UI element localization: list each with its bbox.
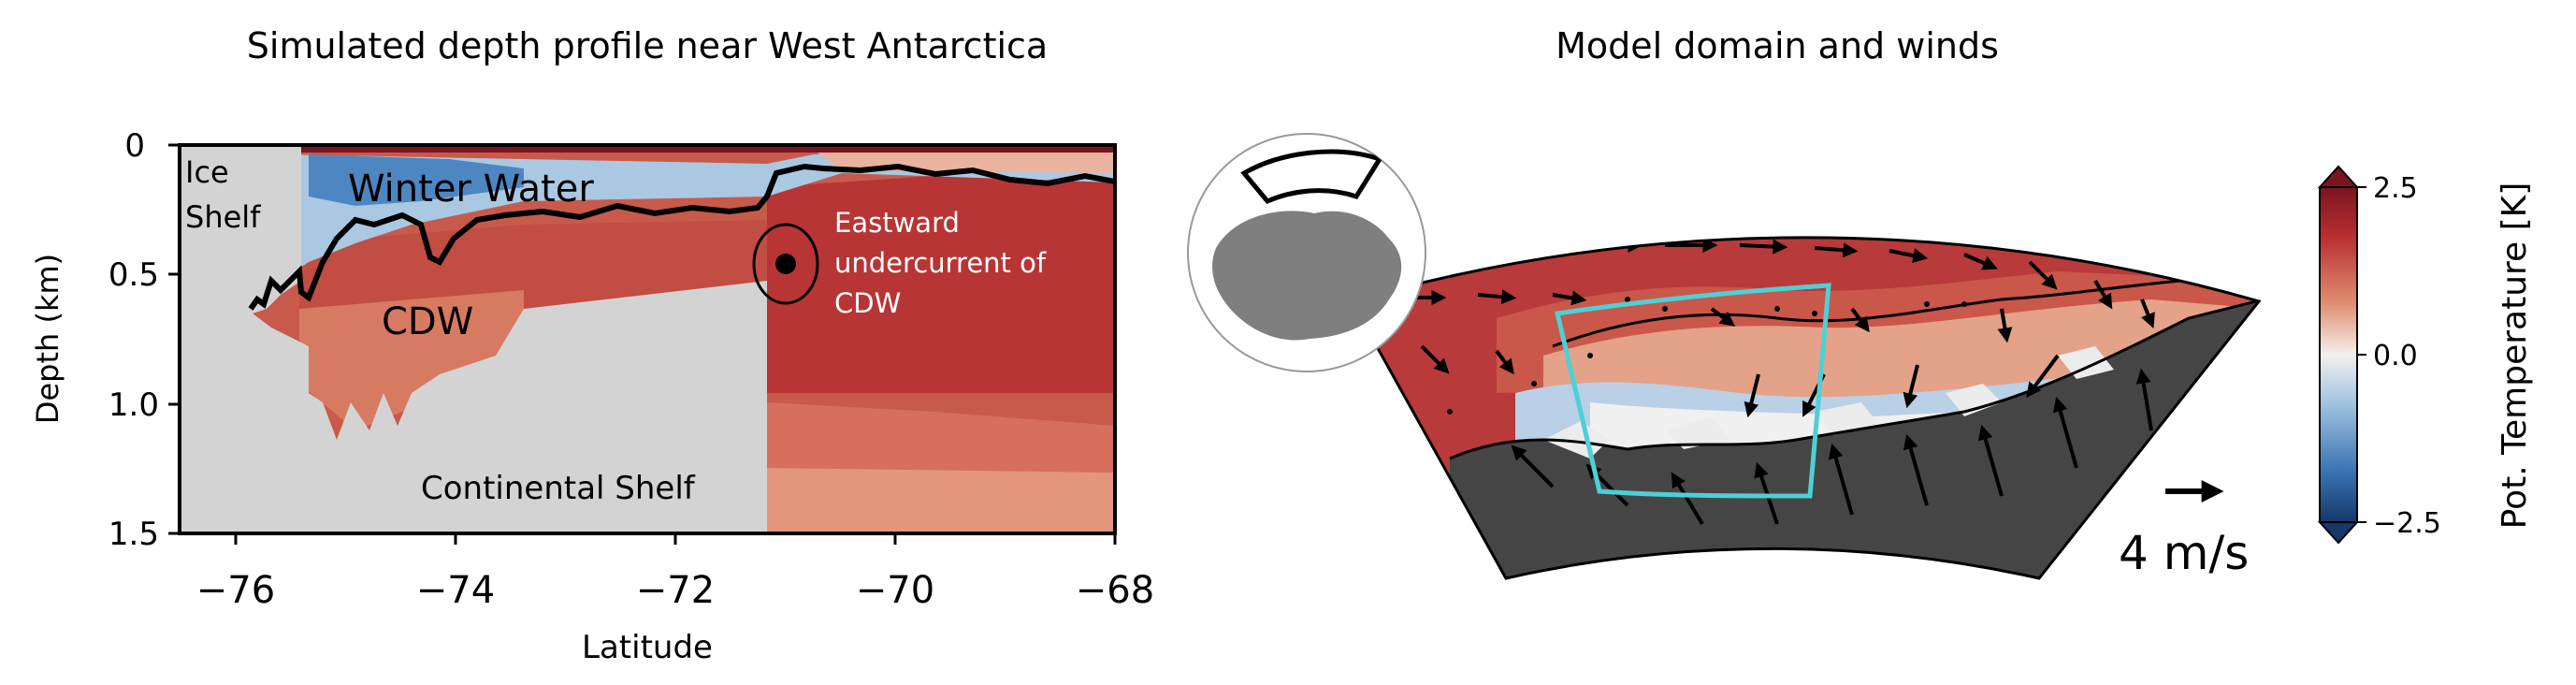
- colorbar-tick-mid: 0.0: [2373, 340, 2418, 372]
- model-domain-map: [1352, 237, 2259, 578]
- isopycnal-line: [248, 163, 1115, 311]
- colorbar-tick-bottom: −2.5: [2373, 507, 2441, 540]
- globe-inset: [1187, 133, 1426, 372]
- y-axis-label: Depth (km): [30, 254, 65, 424]
- label-undercurrent-3: CDW: [834, 287, 901, 319]
- y-axis: 0 0.5 1.0 1.5 Depth (km): [30, 127, 180, 553]
- colorbar-top-cap: [2317, 165, 2360, 188]
- label-continental-shelf: Continental Shelf: [421, 470, 696, 507]
- y-tick-0: 0: [124, 127, 145, 165]
- map-wedge-outline: [1349, 236, 2262, 580]
- offshore-cdw-core: [767, 164, 1115, 393]
- domain-box: [1554, 283, 1831, 499]
- inset-domain-box: [1240, 149, 1383, 205]
- y-tick-05: 0.5: [109, 256, 159, 294]
- x-tick-74: −74: [416, 569, 495, 612]
- colorbar-label: Pot. Temperature [K]: [2496, 182, 2534, 530]
- winter-water-core: [309, 154, 524, 206]
- y-tick-15: 1.5: [109, 516, 159, 553]
- undercurrent-dot: [775, 254, 796, 274]
- colorbar-tick-top: 2.5: [2373, 172, 2418, 205]
- offshore-cdw-lower: [767, 402, 1115, 477]
- x-tick-70: −70: [856, 569, 934, 612]
- label-ice-shelf-1: Ice: [185, 154, 229, 190]
- continental-shelf-gray: [180, 281, 767, 533]
- contour-line: [1552, 274, 2246, 348]
- colorbar-bottom-cap: [2317, 521, 2360, 545]
- label-cdw: CDW: [382, 300, 473, 343]
- left-plot-frame: [178, 143, 1117, 535]
- depth-profile-plot: [180, 145, 1115, 533]
- wind-scale-label: 4 m/s: [2119, 526, 2249, 580]
- x-tick-72: −72: [636, 569, 715, 612]
- y-tick-10: 1.0: [109, 386, 159, 424]
- antarctica-shape: [1212, 211, 1402, 341]
- offshore-deep-light: [767, 468, 1115, 533]
- coastline: [1449, 298, 2259, 460]
- ice-fragments: [1543, 346, 2114, 459]
- undercurrent-ellipse: [752, 223, 819, 305]
- label-ice-shelf-2: Shelf: [185, 199, 261, 235]
- antarctic-land: [1450, 299, 2259, 578]
- label-undercurrent-1: Eastward: [834, 207, 960, 239]
- x-axis-label: Latitude: [582, 629, 713, 666]
- weak-wind-dots: [1447, 297, 1967, 415]
- x-tick-68: −68: [1076, 569, 1154, 612]
- x-tick-76: −76: [196, 569, 275, 612]
- surface-strip: [299, 145, 1115, 153]
- right-panel-title: Model domain and winds: [1556, 25, 1999, 66]
- left-panel-title: Simulated depth profile near West Antarc…: [247, 25, 1048, 66]
- colorbar-body: [2319, 186, 2358, 523]
- ice-shelf-gray: [180, 145, 301, 313]
- label-winter-water: Winter Water: [348, 168, 594, 211]
- colorbar: 2.5 0.0 −2.5 Pot. Temperature [K]: [2317, 165, 2534, 545]
- label-undercurrent-2: undercurrent of: [834, 247, 1047, 279]
- x-axis: −76 −74 −72 −70 −68 Latitude: [196, 533, 1154, 666]
